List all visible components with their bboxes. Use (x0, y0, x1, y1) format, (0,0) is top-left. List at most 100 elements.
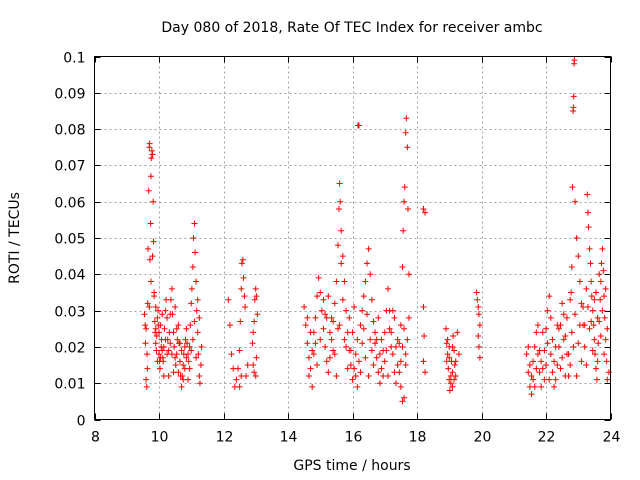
data-point (449, 369, 456, 376)
data-point (322, 343, 329, 350)
data-point (167, 340, 174, 347)
data-point (531, 343, 538, 350)
x-tick-label: 24 (603, 430, 621, 446)
data-point (196, 372, 203, 379)
data-point (148, 147, 155, 154)
data-point (402, 129, 409, 136)
data-point (172, 362, 179, 369)
data-point (600, 267, 607, 274)
data-point (451, 347, 458, 354)
data-point (595, 340, 602, 347)
data-point (144, 365, 151, 372)
data-point (309, 347, 316, 354)
data-point (538, 383, 545, 390)
data-point (572, 198, 579, 205)
y-axis-label: ROTI / TECUs (7, 192, 23, 284)
data-point (237, 318, 244, 325)
data-point (188, 347, 195, 354)
data-point (401, 184, 408, 191)
data-point (599, 245, 606, 252)
data-point (543, 325, 549, 332)
data-point (536, 347, 543, 354)
data-point (336, 322, 343, 329)
data-point (359, 340, 366, 347)
data-point (559, 300, 566, 307)
data-point (528, 372, 535, 379)
data-point (601, 314, 608, 321)
data-point (405, 314, 412, 321)
data-point (186, 365, 193, 372)
data-point (160, 372, 167, 379)
data-point (404, 336, 411, 343)
plot-frame (94, 56, 611, 420)
x-tick-label: 22 (538, 430, 556, 446)
data-point (349, 329, 356, 336)
data-point (146, 256, 153, 263)
data-point (334, 325, 341, 332)
data-point (380, 372, 387, 379)
data-point (588, 278, 595, 285)
data-point (391, 314, 398, 321)
data-point (446, 387, 453, 394)
y-tick-label: 0.08 (54, 123, 85, 139)
data-point (343, 307, 350, 314)
data-point (152, 325, 159, 332)
data-point (443, 358, 450, 365)
data-point (253, 293, 260, 300)
data-point (546, 293, 553, 300)
data-point (238, 372, 245, 379)
data-point (604, 376, 611, 383)
data-point (191, 220, 198, 227)
data-point (326, 354, 333, 361)
data-point (580, 303, 587, 310)
data-point (383, 347, 390, 354)
data-point (444, 336, 451, 343)
data-point (156, 351, 162, 358)
data-point (236, 347, 243, 354)
data-point (196, 380, 203, 387)
data-point (475, 311, 482, 318)
data-point (318, 307, 325, 314)
y-tick-label: 0.05 (54, 232, 85, 248)
data-point (578, 358, 585, 365)
data-point (388, 329, 395, 336)
data-point (352, 351, 359, 358)
data-point (169, 311, 176, 318)
data-point (240, 274, 247, 281)
data-point (449, 383, 456, 390)
data-point (573, 235, 580, 241)
data-point (156, 329, 162, 336)
data-point (192, 249, 199, 256)
data-point (331, 351, 338, 358)
data-point (150, 238, 157, 245)
data-point (149, 151, 156, 158)
data-point (351, 365, 358, 372)
data-point (455, 351, 462, 358)
data-point (331, 300, 338, 307)
data-point (328, 314, 335, 321)
data-point (251, 369, 258, 376)
data-point (191, 318, 198, 325)
data-point (372, 329, 379, 336)
data-point (399, 264, 406, 271)
data-point (146, 303, 153, 310)
data-point (330, 347, 337, 354)
grid-lines (94, 56, 611, 420)
y-tick-label: 0.01 (54, 377, 85, 393)
data-point (533, 329, 540, 336)
data-point (597, 296, 604, 303)
data-point (445, 365, 452, 372)
data-point (585, 224, 592, 231)
data-point (590, 322, 597, 329)
data-point (389, 307, 396, 314)
data-point (534, 351, 541, 358)
data-point (336, 180, 343, 187)
data-point (526, 362, 533, 369)
data-point (244, 362, 251, 369)
data-point (397, 358, 404, 365)
data-point (233, 376, 240, 383)
data-point (364, 311, 371, 318)
data-point (592, 289, 599, 296)
data-point (570, 104, 577, 111)
